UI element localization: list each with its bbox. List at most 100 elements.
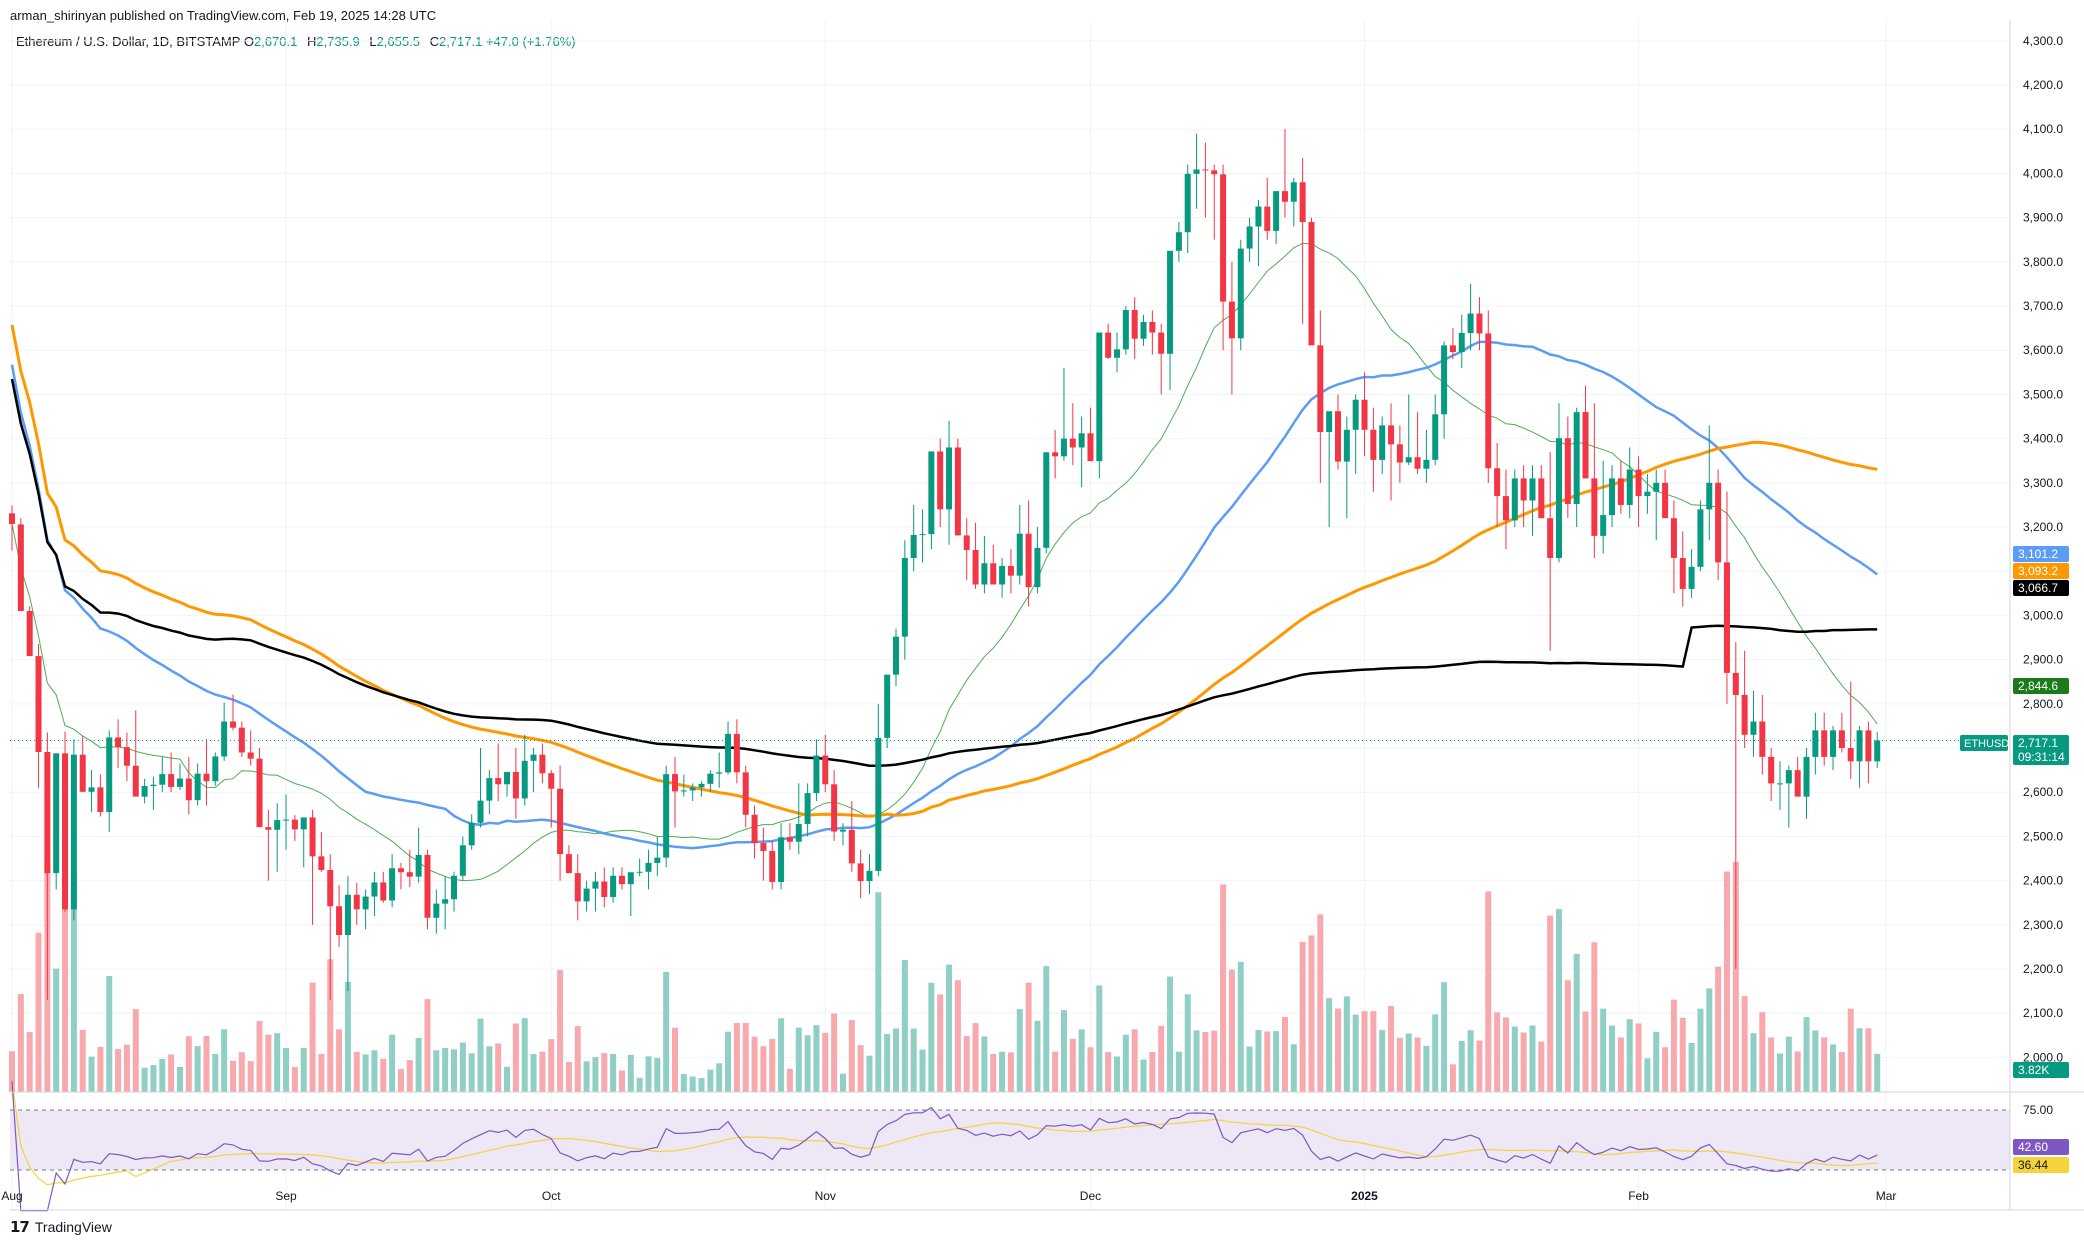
- candle-body: [822, 755, 829, 785]
- volume-bar: [601, 1053, 608, 1092]
- volume-bar: [1759, 1012, 1766, 1092]
- volume-bar: [1149, 1051, 1156, 1092]
- candle-body: [1237, 248, 1244, 339]
- price-tick-label: 2,600.0: [2023, 785, 2063, 799]
- candle-body: [530, 754, 537, 761]
- candle-body: [1670, 518, 1677, 558]
- volume-bar: [946, 964, 953, 1092]
- candle-body: [1158, 332, 1165, 354]
- volume-bar: [1352, 1014, 1359, 1092]
- candle-body: [1502, 496, 1509, 521]
- candle-body: [813, 755, 820, 794]
- candle-body: [344, 894, 351, 935]
- candle-body: [521, 760, 528, 799]
- volume-bar: [123, 1044, 130, 1092]
- candle-body: [1361, 399, 1368, 430]
- volume-bar: [1494, 1012, 1501, 1092]
- volume-bar: [1326, 998, 1333, 1092]
- candle-body: [937, 451, 944, 510]
- volume-bar: [884, 1033, 891, 1092]
- symbol-tag: ETHUSD: [1964, 738, 2009, 750]
- candle-body: [1777, 783, 1783, 785]
- candle-body: [459, 845, 466, 876]
- candle-body: [1476, 313, 1483, 334]
- rsi-ma-value-box: [2013, 1157, 2069, 1173]
- candle-body: [1264, 206, 1271, 231]
- candle-body: [1874, 740, 1881, 762]
- price-tick-label: 3,200.0: [2023, 520, 2063, 534]
- volume-bar: [1052, 1051, 1059, 1092]
- candle-body: [972, 550, 979, 585]
- volume-bar: [1228, 969, 1235, 1092]
- candle-body: [132, 765, 139, 797]
- volume-bar: [557, 969, 564, 1092]
- volume-bar: [592, 1057, 599, 1092]
- volume-bar: [1723, 871, 1730, 1092]
- volume-bar: [610, 1053, 617, 1092]
- candle-body: [1485, 333, 1492, 469]
- symbol-title: Ethereum / U.S. Dollar, 1D, BITSTAMP: [16, 34, 241, 49]
- candle-body: [680, 790, 687, 792]
- volume-bar: [689, 1076, 696, 1092]
- candle-body: [601, 881, 608, 897]
- volume-bar: [159, 1058, 166, 1092]
- volume-bar: [1432, 1014, 1439, 1092]
- volume-bar: [1803, 1017, 1810, 1092]
- candle-body: [857, 863, 864, 882]
- volume-bar: [459, 1042, 466, 1092]
- volume-bar: [53, 968, 60, 1092]
- volume-bar: [1635, 1023, 1642, 1092]
- candle-body: [1794, 770, 1801, 797]
- volume-bar: [1856, 1028, 1863, 1092]
- candle-body: [115, 737, 122, 748]
- candle-body: [1803, 756, 1810, 797]
- candle-body: [97, 787, 104, 813]
- candle-body: [751, 814, 758, 844]
- price-tick-label: 3,300.0: [2023, 476, 2063, 490]
- volume-bar: [1043, 966, 1050, 1092]
- candle-body: [380, 882, 387, 901]
- candle-body: [1706, 482, 1713, 510]
- volume-bar: [1202, 1032, 1209, 1092]
- candle-body: [954, 447, 961, 536]
- candle-body: [1007, 565, 1014, 576]
- rsi-ma-value: 36.44: [2018, 1158, 2048, 1172]
- volume-bar: [786, 1068, 793, 1092]
- volume-bar: [548, 1039, 555, 1092]
- candle-body: [1626, 469, 1633, 505]
- price-tick-label: 2,200.0: [2023, 962, 2063, 976]
- volume-bar: [1441, 982, 1448, 1092]
- candle-body: [1220, 174, 1227, 302]
- volume-bar: [238, 1052, 245, 1092]
- grid: [10, 20, 2010, 1210]
- volume-bar: [1556, 909, 1562, 1092]
- volume-bar: [353, 1051, 360, 1092]
- tradingview-logo[interactable]: 𝟭𝟳 TradingView: [10, 1218, 112, 1236]
- sma-fast-value-box: [2013, 678, 2069, 694]
- volume-bar: [1167, 976, 1174, 1092]
- candle-body: [1617, 478, 1624, 505]
- candle-body: [230, 721, 236, 728]
- candle-body: [928, 451, 935, 535]
- rsi-band: [10, 1110, 2010, 1170]
- candle-body: [212, 756, 219, 782]
- volume-bar: [1688, 1043, 1695, 1092]
- volume-bar: [1131, 1029, 1138, 1092]
- symbol-tag-box: [1960, 735, 2008, 751]
- candle-body: [654, 857, 661, 863]
- candle-body: [1538, 478, 1545, 519]
- volume-bar: [1626, 1019, 1633, 1092]
- candle-body: [1069, 438, 1076, 448]
- volume-bar: [893, 1028, 899, 1092]
- volume-bar: [1458, 1040, 1465, 1092]
- candle-body: [539, 754, 546, 774]
- candle-body: [1609, 478, 1616, 516]
- volume-bar: [654, 1057, 661, 1092]
- volume-bar: [1564, 980, 1571, 1092]
- volume-bar: [336, 1029, 343, 1092]
- rsi-value: 42.60: [2018, 1140, 2048, 1154]
- candle-body: [1582, 412, 1589, 479]
- candle-body: [1644, 491, 1651, 497]
- candle-body: [1167, 250, 1174, 354]
